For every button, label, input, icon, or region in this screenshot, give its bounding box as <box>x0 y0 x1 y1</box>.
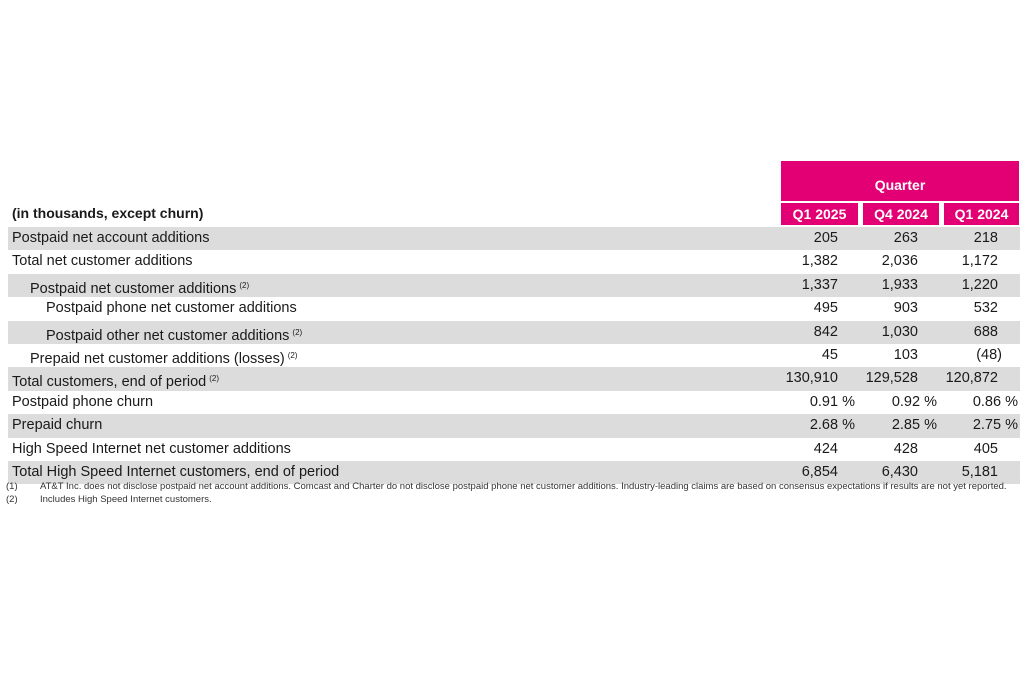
cell-q1-2025: 130,910 <box>785 370 838 387</box>
table-row: Prepaid net customer additions (losses)(… <box>8 344 1020 367</box>
table-row: Postpaid net customer additions (2) 1,337… <box>8 273 1020 298</box>
cell-q4-2024: 103 <box>893 346 918 363</box>
footnotes: (1) AT&T Inc. does not disclose postpaid… <box>6 481 1022 507</box>
cell-q1-2025: 205 <box>813 230 838 246</box>
table-row: Postpaid other net customer additions (2)… <box>8 320 1020 344</box>
row-label: Postpaid net account additions <box>12 230 210 246</box>
table-row: Total net customer additions 1,382 2,036… <box>8 250 1020 273</box>
column-header-q1-2024: Q1 2024 <box>944 203 1019 225</box>
cell-q1-2025: 45 <box>821 346 838 363</box>
table-row: Postpaid net account additions 205 263 2… <box>8 227 1020 251</box>
table-row: Prepaid churn 2.68 % 2.85 % 2.75 % <box>8 414 1020 438</box>
footnote: (1) AT&T Inc. does not disclose postpaid… <box>6 481 1022 492</box>
cell-q4-2024: 428 <box>893 440 918 457</box>
cell-q1-2025: 1,337 <box>801 276 838 293</box>
cell-q4-2024: 1,933 <box>881 276 918 293</box>
cell-q1-2025: 2.68 % <box>809 417 855 434</box>
cell-q4-2024: 2,036 <box>881 253 918 270</box>
table-row: Postpaid phone churn 0.91 % 0.92 % 0.86 … <box>8 391 1020 414</box>
customer-metrics-table: Quarter (in thousands, except churn) Q1 … <box>8 161 1020 485</box>
footnote-text: Includes High Speed Internet customers. <box>40 494 212 505</box>
quarter-header-row: Quarter <box>8 161 1020 201</box>
table-row: Total customers, end of period (2) 130,91… <box>8 367 1020 391</box>
cell-q1-2024: 1,220 <box>961 276 998 293</box>
cell-q1-2025: 1,382 <box>801 253 838 270</box>
cell-q1-2024: 0.86 % <box>972 393 1018 410</box>
column-header-q4-2024: Q4 2024 <box>863 203 939 225</box>
footnote-number: (1) <box>6 481 18 492</box>
row-label: Total customers, end of period (2) <box>12 374 220 391</box>
cell-q4-2024: 263 <box>893 230 918 246</box>
footnote: (2) Includes High Speed Internet custome… <box>6 494 1022 505</box>
cell-q1-2024: 5,181 <box>961 463 998 480</box>
footnote-number: (2) <box>6 494 18 505</box>
cell-q1-2024: 688 <box>973 323 998 340</box>
row-label: High Speed Internet net customer additio… <box>12 440 291 457</box>
cell-q1-2025: 0.91 % <box>809 393 855 410</box>
quarter-group-header: Quarter <box>781 161 1019 201</box>
row-label: Prepaid net customer additions (losses)(… <box>30 350 298 367</box>
cell-q4-2024: 1,030 <box>881 323 918 340</box>
row-label: Postpaid net customer additions (2) <box>30 280 250 297</box>
cell-q1-2024: 2.75 % <box>972 417 1018 434</box>
row-label: Postpaid phone churn <box>12 393 154 410</box>
units-label: (in thousands, except churn) <box>12 205 204 221</box>
row-label: Total net customer additions <box>12 253 193 270</box>
footnote-ref: (2) <box>292 327 303 337</box>
cell-q4-2024: 0.92 % <box>891 393 937 410</box>
cell-q4-2024: 2.85 % <box>891 417 937 434</box>
column-header-row: (in thousands, except churn) Q1 2025 Q4 … <box>8 201 1020 225</box>
row-label: Prepaid churn <box>12 417 103 434</box>
cell-q4-2024: 6,430 <box>881 463 918 480</box>
column-header-q1-2025: Q1 2025 <box>781 203 858 225</box>
cell-q1-2025: 842 <box>813 323 838 340</box>
cell-q1-2024: 1,172 <box>961 253 998 270</box>
cell-q1-2024: (48) <box>976 346 1002 363</box>
row-label: Total High Speed Internet customers, end… <box>12 463 340 480</box>
cell-q1-2024: 532 <box>973 300 998 317</box>
cell-q1-2024: 405 <box>973 440 998 457</box>
cell-q1-2025: 6,854 <box>801 463 838 480</box>
cell-q4-2024: 129,528 <box>865 370 918 387</box>
cell-q4-2024: 903 <box>893 300 918 317</box>
footnote-ref: (2) <box>239 280 250 290</box>
table-row: High Speed Internet net customer additio… <box>8 438 1020 461</box>
row-label: Postpaid other net customer additions (2) <box>46 327 303 344</box>
table-row: Postpaid phone net customer additions 49… <box>8 297 1020 320</box>
table-row: Total High Speed Internet customers, end… <box>8 460 1020 485</box>
cell-q1-2025: 495 <box>813 300 838 317</box>
footnote-ref: (2) <box>209 374 220 384</box>
cell-q1-2024: 218 <box>973 230 998 246</box>
footnote-ref: (2) <box>287 350 298 360</box>
cell-q1-2025: 424 <box>813 440 838 457</box>
row-label: Postpaid phone net customer additions <box>46 300 297 317</box>
footnote-text: AT&T Inc. does not disclose postpaid net… <box>40 481 1007 492</box>
cell-q1-2024: 120,872 <box>945 370 998 387</box>
